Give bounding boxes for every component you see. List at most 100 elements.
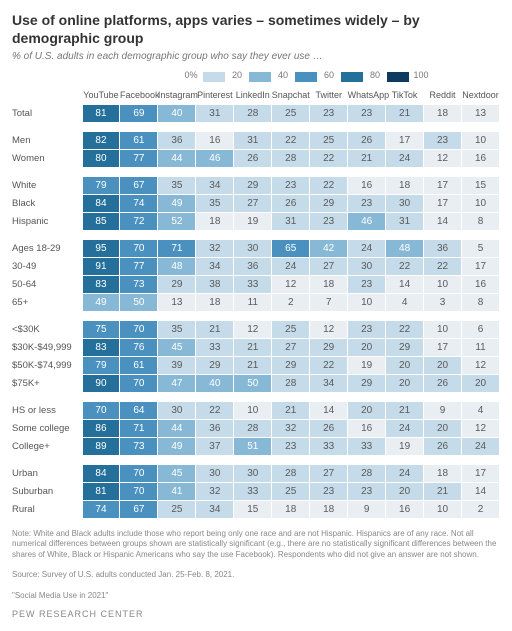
heatmap-cell: 31 [386,213,424,231]
color-legend: 0%20406080100 [112,72,500,82]
heatmap-cell: 81 [82,105,120,123]
heatmap-cell: 91 [82,258,120,276]
heatmap-cell: 14 [386,276,424,294]
heatmap-cell: 27 [310,465,348,483]
heatmap-cell: 20 [348,402,386,420]
table-row: Black8474493527262923301710 [12,195,500,213]
heatmap-cell: 30 [234,240,272,258]
heatmap-cell: 16 [348,420,386,438]
heatmap-cell: 18 [424,105,462,123]
heatmap-cell: 21 [234,357,272,375]
heatmap-cell: 26 [424,375,462,393]
heatmap-cell: 29 [310,195,348,213]
heatmap-cell: 19 [386,438,424,456]
heatmap-cell: 22 [386,321,424,339]
heatmap-cell: 12 [272,276,310,294]
legend-tick: 100 [409,70,433,80]
heatmap-cell: 31 [234,132,272,150]
table-row: College+8973493751233333192624 [12,438,500,456]
heatmap-cell: 36 [424,240,462,258]
heatmap-cell: 77 [120,150,158,168]
table-row: Hispanic857252181931234631148 [12,213,500,231]
heatmap-cell: 50 [234,375,272,393]
legend-tick: 60 [317,70,341,80]
row-label: 30-49 [12,258,82,276]
table-row: $75K+9070474050283429202620 [12,375,500,393]
heatmap-cell: 39 [158,357,196,375]
heatmap-cell: 29 [272,357,310,375]
heatmap-cell: 32 [272,420,310,438]
row-label: Ages 18-29 [12,240,82,258]
column-header: Nextdoor [462,88,500,105]
column-header: Instagram [158,88,196,105]
heatmap-cell: 77 [120,258,158,276]
heatmap-cell: 16 [462,150,500,168]
heatmap-cell: 95 [82,240,120,258]
heatmap-cell: 29 [234,177,272,195]
heatmap-cell: 23 [310,105,348,123]
heatmap-cell: 34 [196,177,234,195]
heatmap-cell: 10 [424,501,462,519]
heatmap-cell: 24 [386,465,424,483]
heatmap-cell: 34 [310,375,348,393]
heatmap-cell: 17 [462,465,500,483]
table-row: Total8169403128252323211813 [12,105,500,123]
heatmap-cell: 22 [272,132,310,150]
heatmap-cell: 14 [310,402,348,420]
heatmap-cell: 23 [348,483,386,501]
heatmap-cell: 30 [234,465,272,483]
heatmap-cell: 49 [82,294,120,312]
heatmap-cell: 33 [234,483,272,501]
heatmap-cell: 23 [348,105,386,123]
heatmap-cell: 19 [348,357,386,375]
heatmap-cell: 50 [120,294,158,312]
heatmap-cell: 35 [158,321,196,339]
legend-tick: 0% [179,70,203,80]
heatmap-cell: 10 [462,195,500,213]
heatmap-cell: 73 [120,276,158,294]
heatmap-cell: 86 [82,420,120,438]
heatmap-cell: 23 [348,195,386,213]
heatmap-cell: 28 [272,465,310,483]
heatmap-cell: 36 [196,420,234,438]
source-text: Source: Survey of U.S. adults conducted … [12,570,500,580]
heatmap-cell: 30 [196,465,234,483]
row-label: HS or less [12,402,82,420]
ref-text: "Social Media Use in 2021" [12,591,500,601]
heatmap-cell: 23 [348,276,386,294]
legend-swatch [341,72,363,82]
heatmap-cell: 90 [82,375,120,393]
table-row: 30-499177483436242730222217 [12,258,500,276]
column-header: Twitter [310,88,348,105]
heatmap-cell: 10 [462,132,500,150]
heatmap-cell: 44 [158,150,196,168]
heatmap-cell: 23 [272,177,310,195]
heatmap-cell: 32 [196,483,234,501]
heatmap-cell: 17 [424,195,462,213]
row-label: Women [12,150,82,168]
heatmap-cell: 18 [196,294,234,312]
heatmap-cell: 27 [310,258,348,276]
legend-swatch [295,72,317,82]
heatmap-cell: 23 [310,213,348,231]
heatmap-cell: 21 [386,402,424,420]
heatmap-cell: 18 [310,276,348,294]
heatmap-cell: 27 [272,339,310,357]
heatmap-cell: 70 [120,375,158,393]
heatmap-cell: 11 [234,294,272,312]
table-row: Urban8470453030282728241817 [12,465,500,483]
heatmap-cell: 9 [424,402,462,420]
heatmap-cell: 83 [82,339,120,357]
heatmap-cell: 20 [386,483,424,501]
legend-swatch [387,72,409,82]
heatmap-cell: 23 [424,132,462,150]
row-label: Urban [12,465,82,483]
heatmap-cell: 32 [196,240,234,258]
heatmap-cell: 23 [310,483,348,501]
heatmap-cell: 67 [120,501,158,519]
legend-swatch [249,72,271,82]
row-label: Rural [12,501,82,519]
legend-swatch [203,72,225,82]
note-text: Note: White and Black adults include tho… [12,529,500,560]
heatmap-cell: 10 [424,321,462,339]
